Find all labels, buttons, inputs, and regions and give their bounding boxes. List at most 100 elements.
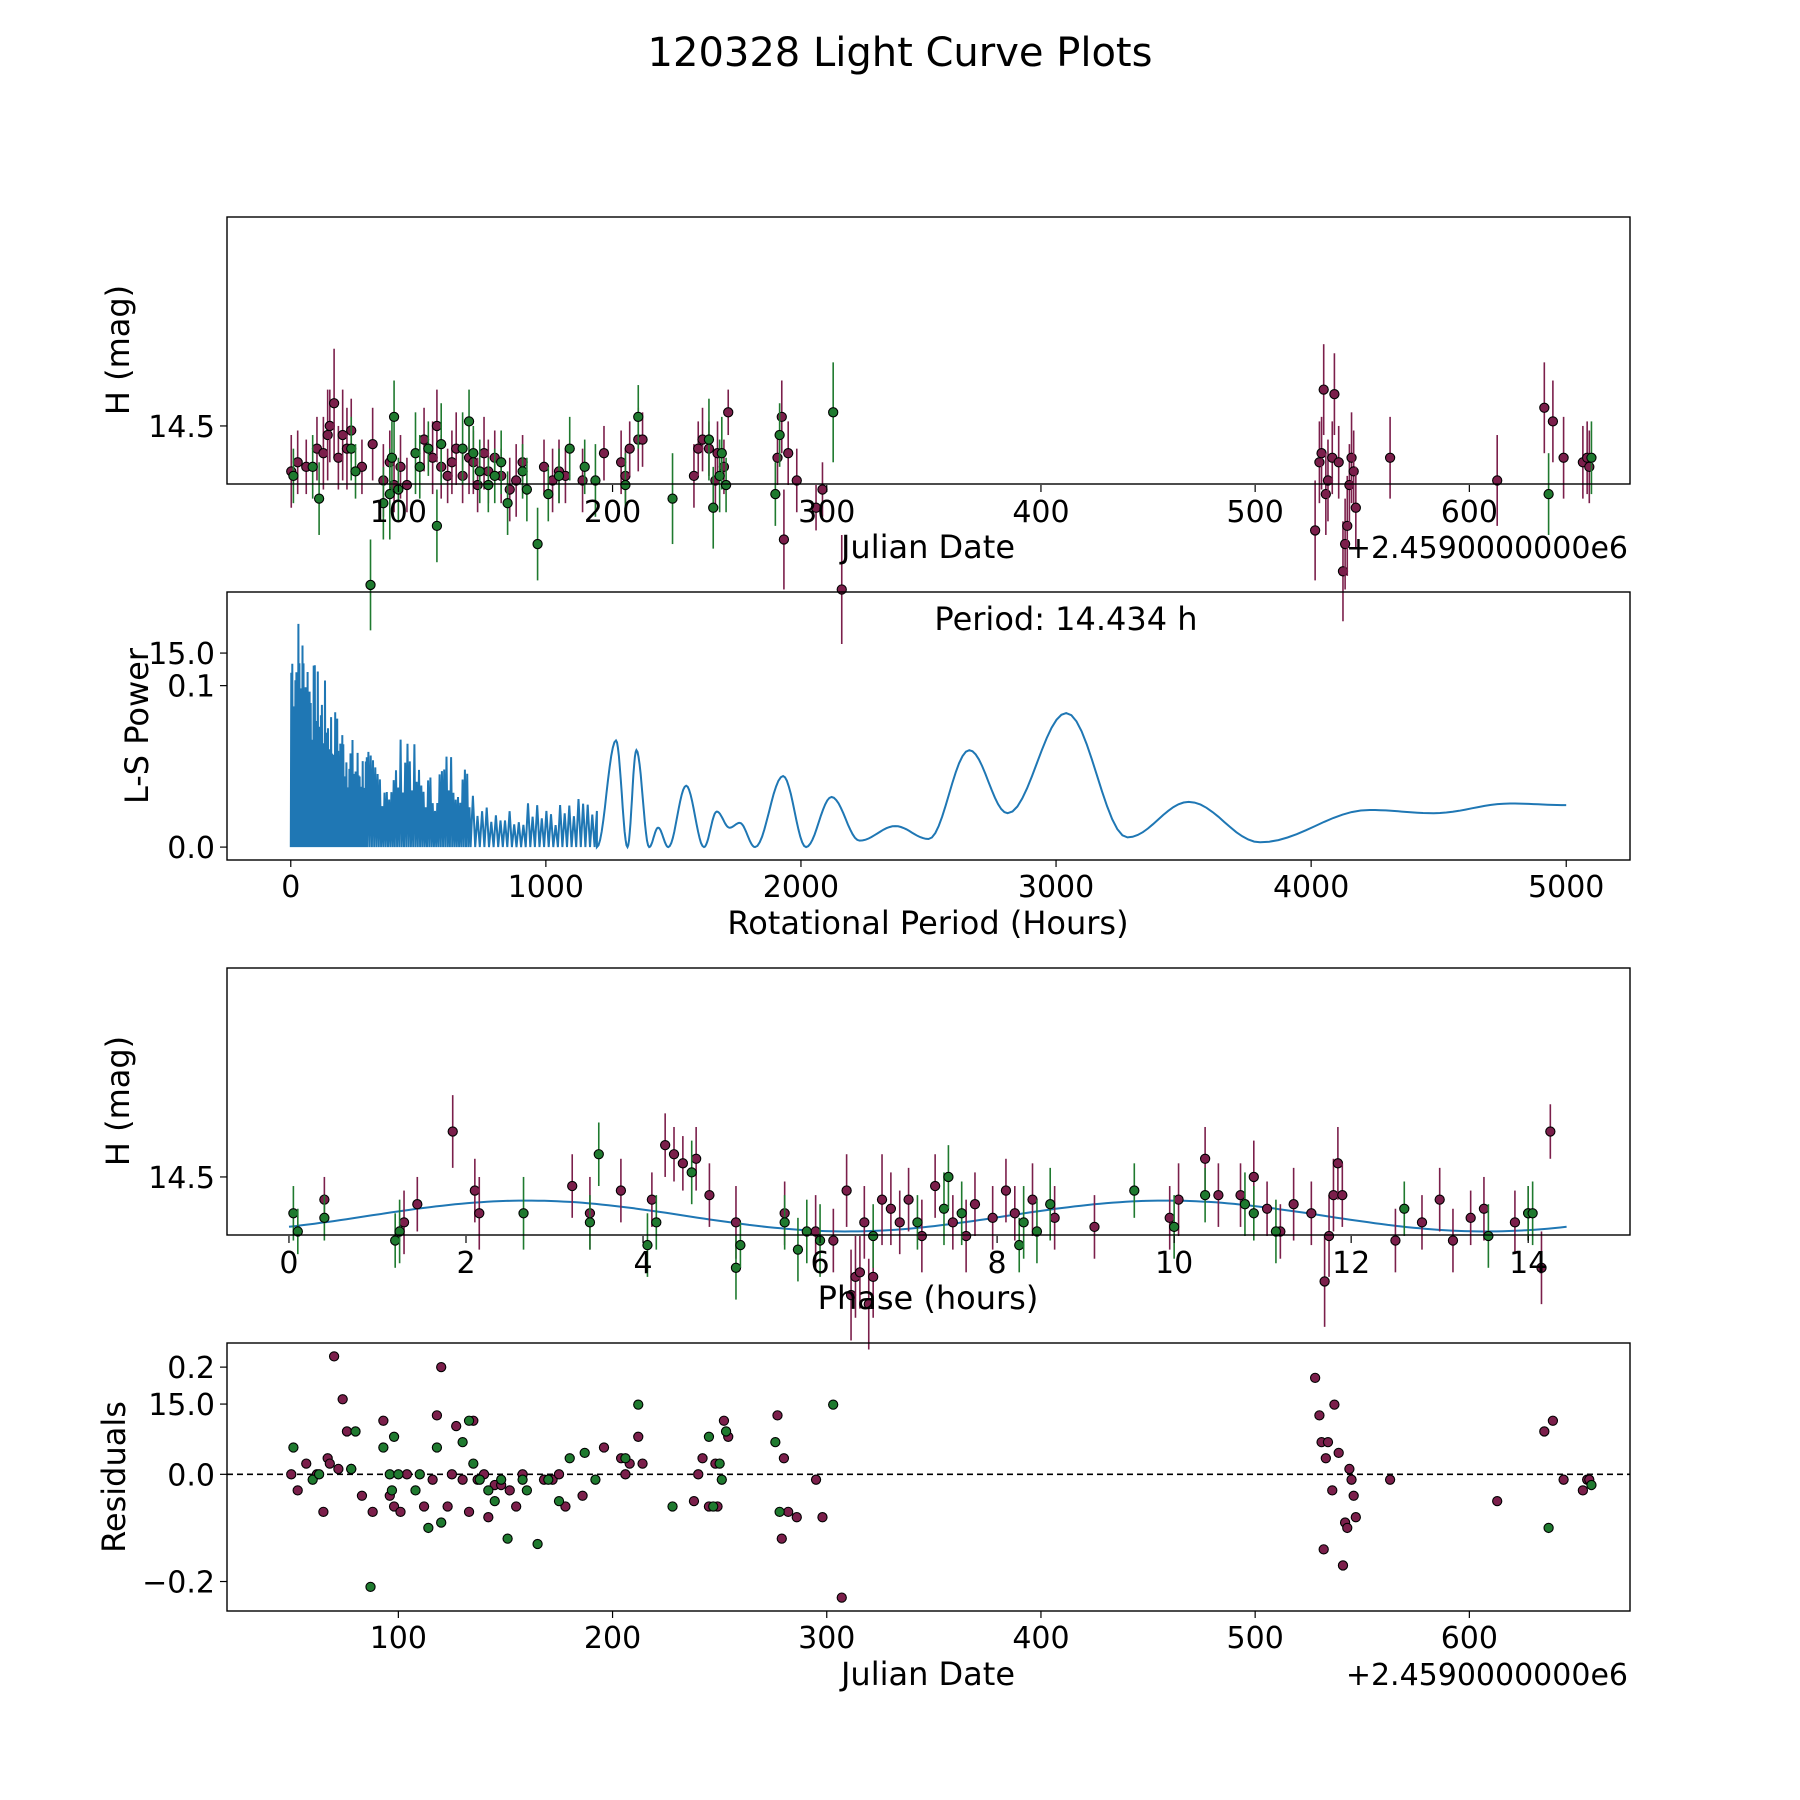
data-point (1027, 1194, 1038, 1205)
data-point (337, 429, 348, 441)
residuals-offset-text: +2.4590000000e6 (1346, 1658, 1628, 1693)
data-point (1416, 1217, 1428, 1228)
data-point (1337, 566, 1349, 577)
x-tick-label: 5000 (1528, 870, 1604, 905)
data-point (436, 438, 447, 450)
data-point (333, 1463, 344, 1475)
data-point (1314, 457, 1325, 468)
data-point (521, 1485, 533, 1496)
data-point (1014, 1239, 1025, 1251)
data-point (718, 1415, 730, 1426)
data-point (532, 1538, 543, 1550)
data-point (292, 1226, 303, 1237)
data-point (1543, 488, 1554, 500)
data-point (313, 493, 325, 504)
data-point (667, 1501, 678, 1512)
data-point (987, 1212, 998, 1223)
data-point (395, 461, 406, 472)
data-point (463, 1415, 475, 1426)
data-point (288, 1442, 299, 1453)
data-point (447, 1126, 458, 1137)
data-point (1316, 448, 1327, 459)
periodogram-frame (226, 591, 1631, 861)
data-point (1322, 1437, 1334, 1448)
data-point (703, 434, 715, 445)
data-point (688, 470, 700, 482)
data-point (579, 461, 590, 472)
data-point (620, 479, 631, 491)
data-point (337, 1394, 348, 1405)
data-point (489, 1495, 500, 1507)
data-point (637, 1458, 648, 1469)
data-point (1270, 1226, 1282, 1237)
data-point (367, 438, 378, 450)
residuals-xlabel: Julian Date (839, 1655, 1015, 1693)
data-point (770, 1437, 781, 1448)
light-curve-frame (226, 216, 1631, 485)
data-point (1323, 1230, 1335, 1242)
data-point (1309, 1372, 1321, 1383)
data-point (457, 1474, 468, 1485)
data-point (956, 1208, 967, 1219)
x-tick-label: 2 (456, 1246, 475, 1281)
data-point (912, 1217, 923, 1228)
x-tick-label: 3000 (1018, 870, 1094, 905)
light-curve-xlabel: Julian Date (839, 528, 1015, 566)
data-point (394, 1226, 405, 1237)
phase-ylabel: H (mag) (99, 1036, 137, 1166)
data-point (791, 475, 802, 486)
data-point (693, 443, 704, 454)
data-point (735, 1239, 746, 1251)
data-point (1344, 1463, 1355, 1475)
data-point (446, 457, 458, 468)
data-point (442, 470, 453, 482)
data-point (496, 457, 507, 468)
data-point (1465, 1212, 1476, 1223)
data-point (817, 484, 828, 495)
data-point (1543, 1522, 1554, 1534)
data-point (1327, 1485, 1338, 1496)
data-point (716, 448, 727, 459)
data-point (538, 461, 550, 472)
data-point (720, 479, 732, 491)
data-point (483, 1485, 494, 1496)
x-tick-label: 0 (279, 1246, 298, 1281)
y-tick-label: 0.1 (167, 670, 215, 705)
data-point (1199, 1153, 1211, 1164)
data-point (388, 411, 400, 423)
y-tick-label: 0.2 (167, 1351, 215, 1386)
light-curve-ylabel: H (mag) (99, 285, 137, 415)
x-tick-label: 100 (370, 495, 427, 530)
data-point (288, 470, 299, 482)
data-point (1384, 452, 1396, 463)
data-point (292, 457, 303, 468)
data-point (1329, 389, 1340, 400)
x-tick-label: 2000 (763, 870, 839, 905)
data-point (774, 1506, 785, 1517)
data-point (517, 1474, 528, 1485)
data-point (1547, 1415, 1559, 1426)
data-point (412, 1199, 423, 1210)
data-point (431, 420, 443, 432)
data-point (1332, 1158, 1344, 1169)
data-point (854, 1267, 866, 1278)
data-point (651, 1217, 662, 1228)
x-tick-label: 1000 (508, 870, 584, 905)
data-point (346, 1463, 357, 1475)
data-point (1213, 1189, 1224, 1201)
data-point (1390, 1235, 1401, 1246)
data-point (431, 1442, 443, 1453)
data-point (521, 484, 533, 495)
data-point (828, 407, 839, 418)
data-point (468, 448, 479, 459)
x-tick-label: 6 (811, 1246, 830, 1281)
data-point (1248, 1208, 1259, 1219)
data-point (388, 1431, 400, 1442)
data-point (318, 448, 329, 459)
data-point (442, 1501, 453, 1512)
data-point (564, 1453, 575, 1464)
data-point (943, 1171, 954, 1183)
data-point (483, 1512, 494, 1523)
data-point (328, 1351, 340, 1362)
